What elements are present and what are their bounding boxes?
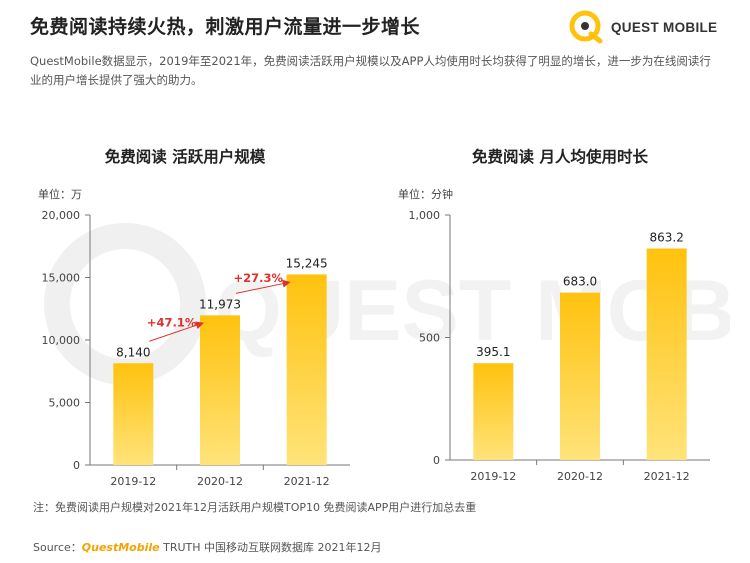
data-label: 863.2	[649, 231, 683, 245]
y-tick-label: 10,000	[42, 334, 81, 347]
bar	[200, 315, 240, 465]
x-tick-label: 2020-12	[197, 475, 243, 488]
growth-arrow	[149, 321, 204, 342]
y-tick-label: 1,000	[409, 209, 441, 222]
x-tick-label: 2021-12	[284, 475, 330, 488]
logo-text: QUEST MOBILE	[611, 20, 718, 35]
bar	[473, 363, 514, 460]
y-tick-label: 0	[433, 454, 440, 467]
data-label: 8,140	[116, 345, 150, 359]
growth-label: +47.1%	[147, 315, 197, 329]
bar	[286, 274, 327, 465]
bar	[113, 363, 154, 465]
y-tick-label: 500	[419, 332, 440, 345]
bar	[646, 248, 687, 460]
source-rest: TRUTH 中国移动互联网数据库 2021年12月	[159, 541, 382, 554]
x-tick-label: 2019-12	[110, 475, 156, 488]
unit-label: 单位：分钟	[398, 187, 453, 201]
growth-arrow	[235, 279, 291, 294]
page-title: 免费阅读持续火热，刺激用户流量进一步增长	[30, 16, 421, 38]
source-brand: QuestMobile	[81, 541, 160, 554]
data-label: 395.1	[476, 345, 510, 359]
chart-title: 免费阅读 月人均使用时长	[472, 147, 648, 166]
y-tick-label: 15,000	[42, 272, 81, 285]
source-line: Source：QuestMobile TRUTH 中国移动互联网数据库 2021…	[33, 539, 382, 555]
chart-title: 免费阅读 活跃用户规模	[105, 147, 266, 166]
source-prefix: Source：	[33, 541, 82, 554]
y-tick-label: 5,000	[49, 397, 81, 410]
unit-label: 单位：万	[38, 187, 82, 201]
questmobile-logo	[569, 10, 603, 44]
logo-icon	[569, 10, 603, 44]
x-tick-label: 2020-12	[557, 470, 603, 483]
x-tick-label: 2021-12	[644, 470, 690, 483]
y-tick-label: 0	[73, 459, 80, 472]
data-label: 11,973	[199, 297, 241, 311]
data-label: 683.0	[563, 275, 597, 289]
data-label: 15,245	[286, 256, 328, 270]
footnote: 注：免费阅读用户规模对2021年12月活跃用户规模TOP10 免费阅读APP用户…	[33, 501, 477, 514]
intro-paragraph: QuestMobile数据显示，2019年至2021年，免费阅读活跃用户规模以及…	[30, 54, 711, 87]
x-tick-label: 2019-12	[470, 470, 516, 483]
y-tick-label: 20,000	[42, 209, 81, 222]
bar	[560, 292, 600, 460]
growth-label: +27.3%	[234, 271, 284, 285]
